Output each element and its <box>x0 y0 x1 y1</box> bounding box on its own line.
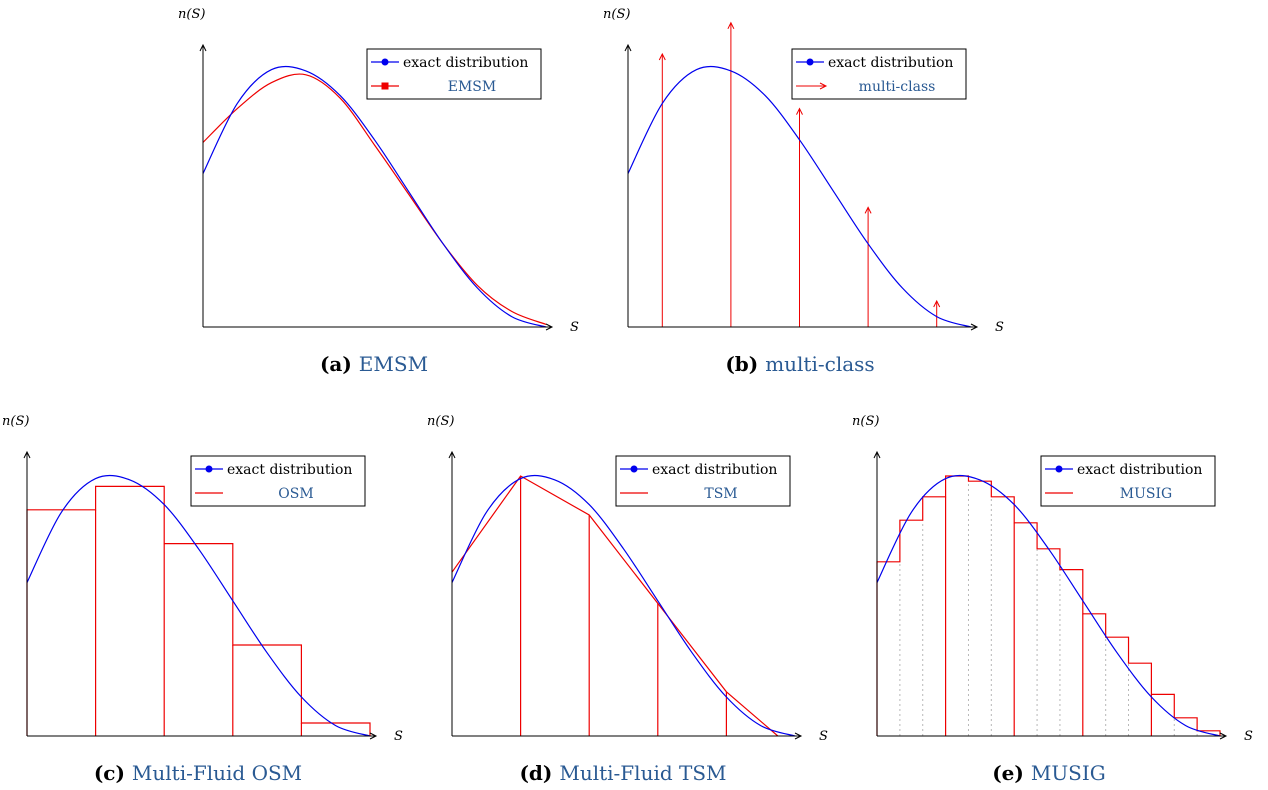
legend: exact distribution multi-class <box>791 48 967 100</box>
x-axis-arrow <box>970 323 979 331</box>
legend-exact-marker <box>630 465 638 473</box>
y-axis-label: n(S) <box>852 414 879 429</box>
legend-box <box>1040 455 1216 507</box>
legend-exact-marker <box>1055 465 1063 473</box>
legend-approx-marker <box>381 82 389 90</box>
x-axis-label: S <box>570 320 579 335</box>
panel-d: Sn(S) exact distribution TSM (d) Multi-Flui… <box>427 414 828 785</box>
y-axis-arrow <box>199 43 207 52</box>
y-axis-arrow <box>624 43 632 52</box>
caption-name: multi-class <box>765 352 874 376</box>
caption: (e) MUSIG <box>992 761 1106 785</box>
delta-arrow-head <box>796 107 803 115</box>
approx-outline <box>876 475 1221 736</box>
exact-line <box>451 474 796 737</box>
x-axis-arrow <box>794 732 803 740</box>
caption-tag: (e) <box>992 761 1031 785</box>
caption: (d) Multi-Fluid TSM <box>519 761 726 785</box>
y-axis-label: n(S) <box>603 7 630 22</box>
legend: exact distribution OSM <box>190 455 366 507</box>
exact-line <box>876 474 1221 737</box>
legend-approx-label: multi-class <box>859 79 936 95</box>
legend-exact-label: exact distribution <box>652 462 777 478</box>
legend-exact-marker <box>205 465 213 473</box>
caption: (c) Multi-Fluid OSM <box>94 761 302 785</box>
caption-name: EMSM <box>359 352 428 376</box>
y-axis-arrow <box>873 450 881 459</box>
legend: exact distribution MUSIG <box>1040 455 1216 507</box>
legend-exact-label: exact distribution <box>828 55 953 71</box>
delta-arrow-head <box>727 21 735 30</box>
x-axis-label: S <box>995 320 1004 335</box>
legend: exact distribution EMSM <box>366 48 542 100</box>
approx-outline <box>26 485 371 736</box>
caption-name: Multi-Fluid TSM <box>559 761 726 785</box>
delta-arrow-head <box>864 206 872 214</box>
y-axis-label: n(S) <box>2 414 29 429</box>
x-axis-label: S <box>1244 729 1253 744</box>
caption-name: Multi-Fluid OSM <box>132 761 302 785</box>
caption: (b) multi-class <box>725 352 874 376</box>
panel-c: Sn(S) exact distribution OSM (c) Multi-Flui… <box>2 414 403 785</box>
legend: exact distribution TSM <box>615 455 791 507</box>
y-axis-arrow <box>23 450 31 459</box>
delta-arrow-head <box>933 299 941 308</box>
legend-box <box>366 48 542 100</box>
approx-line <box>202 73 547 325</box>
caption-tag: (c) <box>94 761 132 785</box>
x-axis-arrow <box>1219 732 1228 740</box>
y-axis-label: n(S) <box>427 414 454 429</box>
x-axis-label: S <box>819 729 828 744</box>
caption-tag: (b) <box>725 352 765 376</box>
exact-line <box>202 65 547 328</box>
exact-line <box>26 474 371 737</box>
legend-exact-marker <box>806 58 814 66</box>
x-axis-arrow <box>369 732 378 740</box>
caption-tag: (a) <box>320 352 359 376</box>
delta-arrow-head <box>658 52 666 61</box>
caption: (a) EMSM <box>320 352 428 376</box>
y-axis-label: n(S) <box>178 7 205 22</box>
legend-approx-label: EMSM <box>448 79 496 95</box>
caption-name: MUSIG <box>1031 761 1106 785</box>
exact-line <box>627 65 972 328</box>
legend-exact-marker <box>381 58 389 66</box>
legend-box <box>615 455 791 507</box>
legend-approx-arrow <box>819 82 828 90</box>
approx-line <box>451 475 779 737</box>
x-axis-arrow <box>545 323 554 331</box>
legend-exact-label: exact distribution <box>403 55 528 71</box>
legend-approx-label: OSM <box>278 486 313 502</box>
legend-exact-label: exact distribution <box>227 462 352 478</box>
legend-exact-label: exact distribution <box>1077 462 1202 478</box>
caption-tag: (d) <box>519 761 559 785</box>
legend-box <box>190 455 366 507</box>
legend-approx-label: TSM <box>704 486 737 502</box>
x-axis-label: S <box>394 729 403 744</box>
legend-approx-label: MUSIG <box>1120 486 1172 502</box>
legend-box <box>791 48 967 100</box>
y-axis-arrow <box>448 450 456 459</box>
